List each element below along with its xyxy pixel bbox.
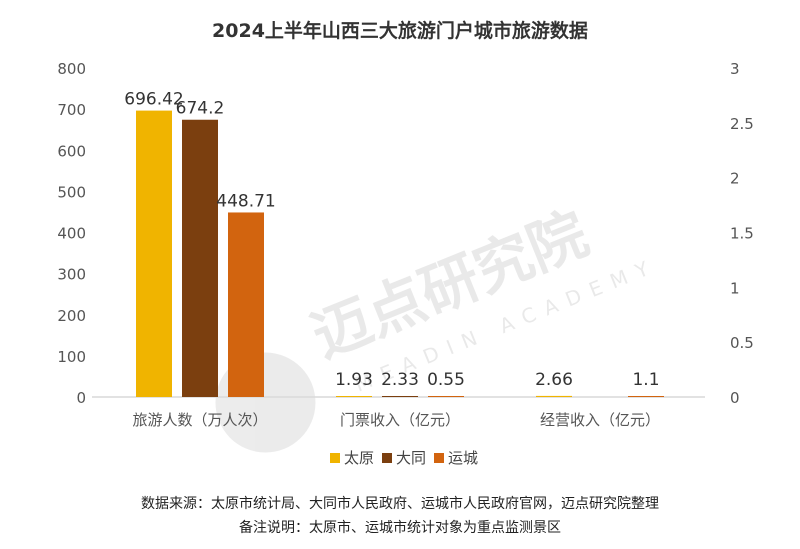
y-left-tick-label: 400 <box>57 225 86 243</box>
x-tick-label: 门票收入（亿元） <box>340 411 460 429</box>
legend-label: 运城 <box>448 449 478 467</box>
data-label: 696.42 <box>124 90 183 110</box>
footer-source: 数据来源：太原市统计局、大同市人民政府、运城市人民政府官网，迈点研究院整理 <box>141 495 659 512</box>
y-left-tick-label: 500 <box>57 183 86 201</box>
y-left-tick-label: 300 <box>57 266 86 284</box>
x-tick-label: 旅游人数（万人次） <box>132 411 267 429</box>
y-left-tick-label: 0 <box>76 389 86 407</box>
legend-swatch <box>330 453 340 463</box>
legend-swatch <box>434 453 444 463</box>
data-label: 2.33 <box>381 370 419 390</box>
y-left-tick-label: 200 <box>57 307 86 325</box>
chart-title: 2024上半年山西三大旅游门户城市旅游数据 <box>212 19 588 42</box>
legend-swatch <box>382 453 392 463</box>
y-left-tick-label: 600 <box>57 142 86 160</box>
legend-label: 大同 <box>396 449 426 467</box>
y-left-tick-label: 100 <box>57 348 86 366</box>
bar-太原 <box>136 110 172 397</box>
data-label: 1.93 <box>335 370 373 390</box>
y-right-tick-label: 0 <box>730 389 740 407</box>
data-label: 0.55 <box>427 370 465 390</box>
y-right-tick-label: 1.5 <box>730 225 754 243</box>
bar-运城 <box>428 396 464 397</box>
data-label: 2.66 <box>535 370 573 390</box>
x-tick-label: 经营收入（亿元） <box>540 411 660 429</box>
y-right-tick-label: 0.5 <box>730 334 754 352</box>
legend-label: 太原 <box>344 449 374 467</box>
y-right-tick-label: 3 <box>730 60 740 78</box>
y-left-tick-label: 800 <box>57 60 86 78</box>
footer-note: 备注说明：太原市、运城市统计对象为重点监测景区 <box>239 519 561 536</box>
bar-运城 <box>628 396 664 397</box>
y-right-tick-label: 2.5 <box>730 115 754 133</box>
bar-运城 <box>228 212 264 397</box>
y-left-tick-label: 700 <box>57 101 86 119</box>
data-label: 674.2 <box>176 99 225 119</box>
y-right-tick-label: 2 <box>730 170 740 188</box>
y-right-tick-label: 1 <box>730 279 740 297</box>
bar-大同 <box>182 119 218 397</box>
bar-太原 <box>536 395 572 397</box>
data-label: 448.71 <box>216 191 275 211</box>
bar-大同 <box>382 396 418 397</box>
data-label: 1.1 <box>632 370 659 390</box>
bar-太原 <box>336 396 372 397</box>
